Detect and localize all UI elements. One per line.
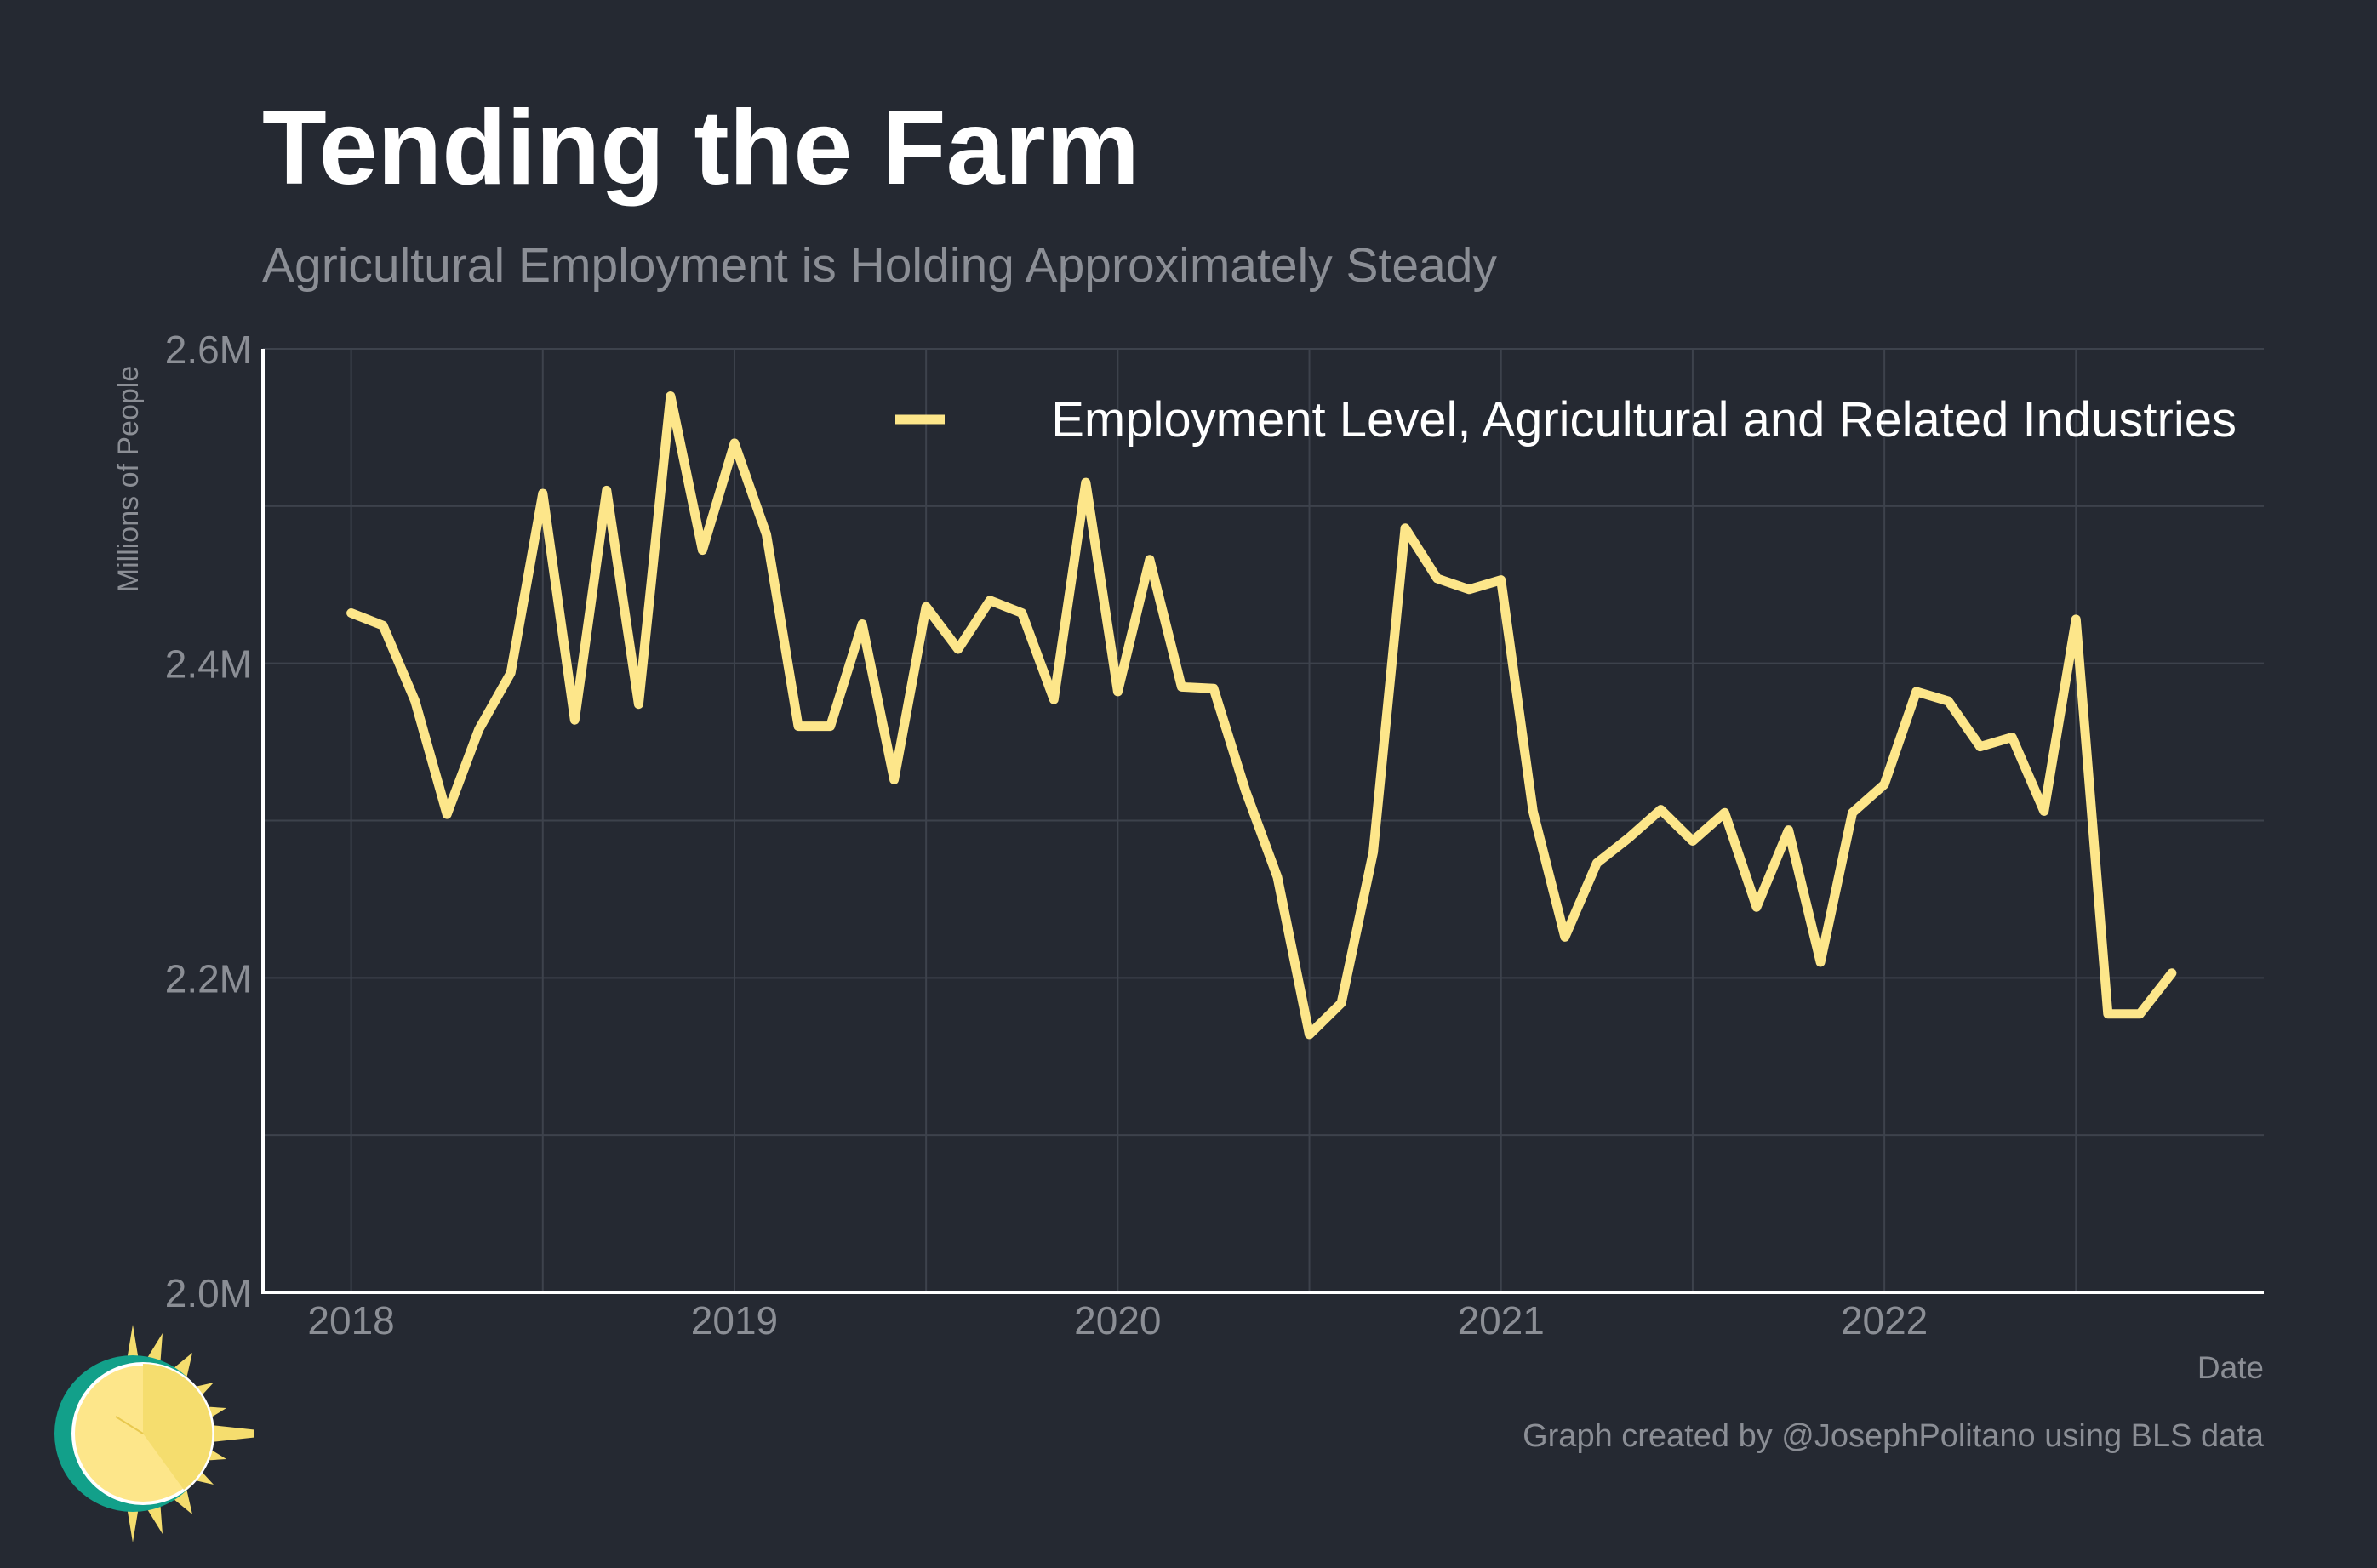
series-layer xyxy=(346,391,2177,1040)
y-tick-label: 2.6M xyxy=(165,328,252,372)
axes xyxy=(261,349,2264,1294)
sun-logo-icon xyxy=(54,1325,254,1542)
tick-labels: 2.0M 2.2M 2.4M 2.6M 2018 2019 2020 2021 2022 xyxy=(165,328,1928,1343)
x-axis-label: Date xyxy=(2197,1350,2264,1385)
chart-title: Tending the Farm xyxy=(262,89,1140,207)
y-axis-label: Millions of People xyxy=(112,366,145,592)
y-tick-label: 2.4M xyxy=(165,642,252,687)
y-tick-label: 2.2M xyxy=(165,956,252,1001)
credit-text: Graph created by @JosephPolitano using B… xyxy=(1523,1418,2265,1454)
series-line xyxy=(346,391,2177,1040)
y-tick-label: 2.0M xyxy=(165,1271,252,1315)
x-tick-label: 2020 xyxy=(1074,1298,1161,1343)
x-tick-label: 2021 xyxy=(1458,1298,1545,1343)
legend-label: Employment Level, Agricultural and Relat… xyxy=(1051,392,2237,448)
x-tick-label: 2019 xyxy=(691,1298,778,1343)
legend: Employment Level, Agricultural and Relat… xyxy=(895,392,2237,448)
grid-lines xyxy=(263,348,2264,1293)
x-tick-label: 2018 xyxy=(307,1298,394,1343)
x-tick-label: 2022 xyxy=(1841,1298,1928,1343)
chart-subtitle: Agricultural Employment is Holding Appro… xyxy=(262,238,1497,293)
